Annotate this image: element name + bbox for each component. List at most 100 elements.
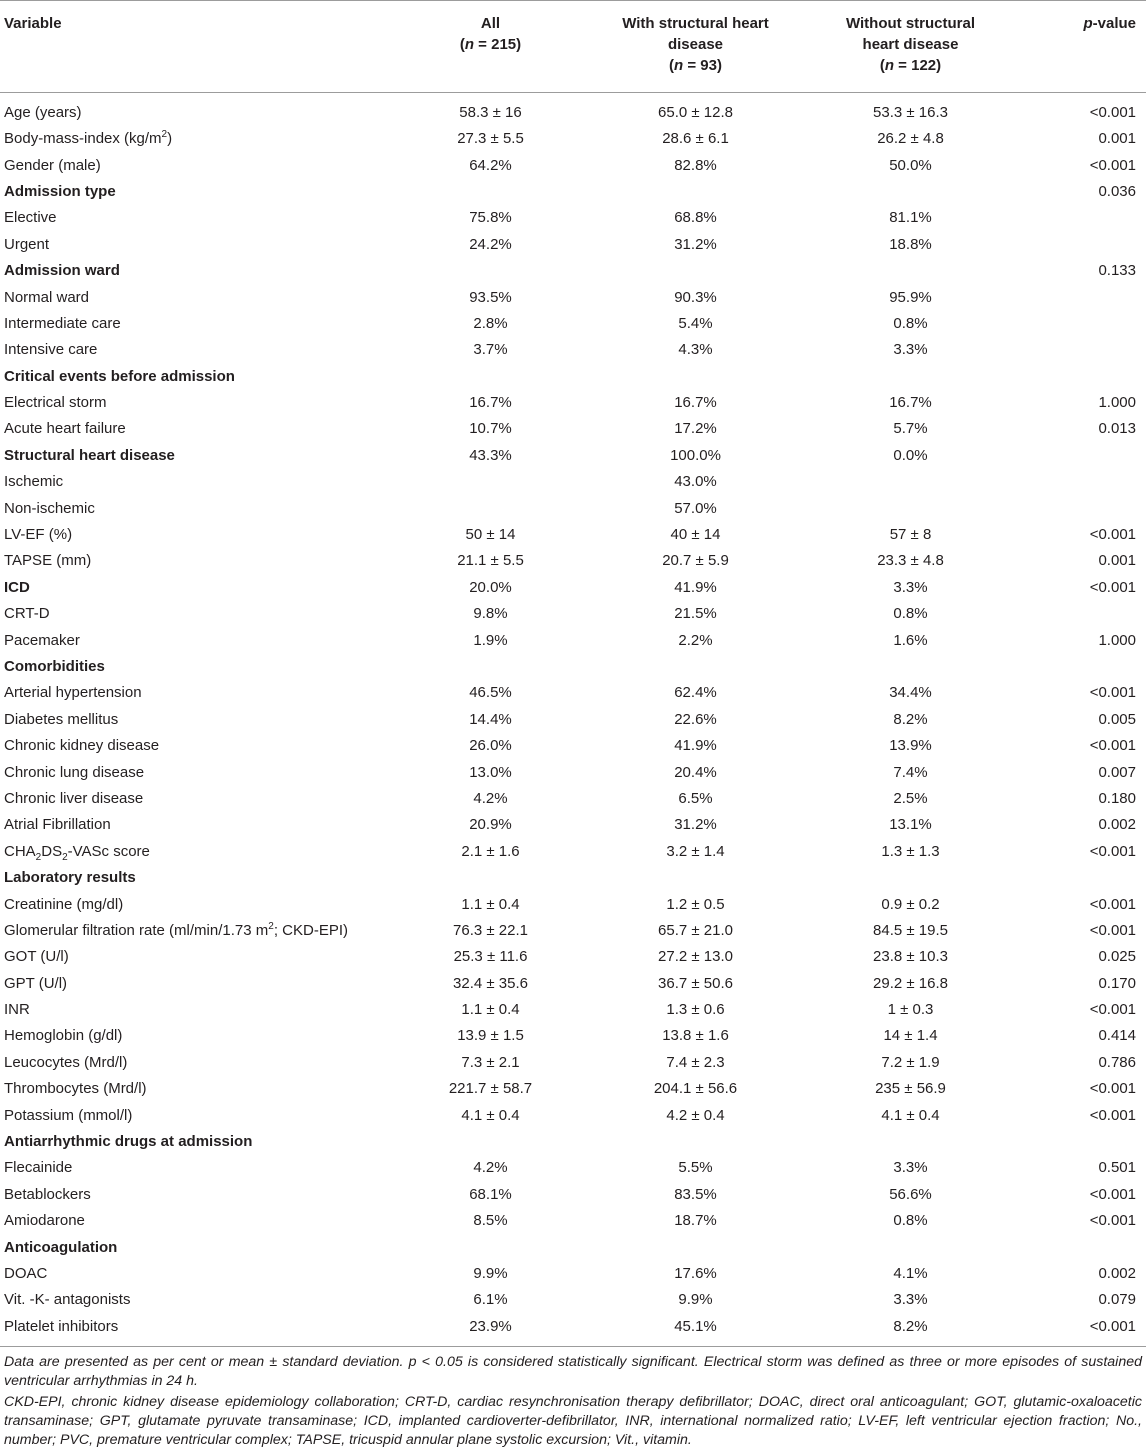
cell-without-shd: 13.9% — [889, 737, 932, 755]
cell-with-shd: 5.5% — [678, 1159, 713, 1177]
header-without-shd: Without structural heart disease (n = 12… — [798, 1, 1023, 93]
cell-with-shd: 22.6% — [674, 710, 717, 728]
cell-without-shd: 3.3% — [893, 578, 928, 596]
table-section-row: Admission ward 0.133 — [0, 258, 1146, 284]
cell-all: 50 ± 14 — [465, 526, 516, 544]
cell-without-shd: 8.2% — [893, 1317, 928, 1335]
cell-variable: Vit. -K- antagonists — [4, 1291, 131, 1309]
cell-without-shd: 26.2 ± 4.8 — [877, 130, 944, 148]
cell-variable: Admission type — [4, 182, 116, 200]
cell-p-value: <0.001 — [1089, 842, 1136, 860]
table-row: Electrical storm 16.7% 16.7% 16.7% 1.000 — [0, 390, 1146, 416]
cell-with-shd — [593, 1234, 798, 1260]
cell-with-shd: 18.7% — [674, 1212, 717, 1230]
cell-all: 25.3 ± 11.6 — [453, 948, 528, 966]
cell-all: 4.2% — [473, 789, 508, 807]
cell-variable: Thrombocytes (Mrd/l) — [4, 1080, 147, 1098]
cell-all: 10.7% — [469, 420, 512, 438]
cell-without-shd — [798, 179, 1023, 205]
cell-without-shd: 8.2% — [893, 710, 928, 728]
cell-variable: CHA2DS2-VASc score — [4, 842, 150, 863]
cell-without-shd — [798, 258, 1023, 284]
header-with-shd: With structural heart disease (n = 93) — [593, 1, 798, 93]
cell-p-value: 0.002 — [1098, 816, 1136, 834]
cell-with-shd — [593, 865, 798, 891]
cell-p-value — [1023, 1129, 1146, 1155]
cell-p-value: 0.133 — [1098, 262, 1136, 280]
cell-p-value — [1023, 495, 1146, 521]
table-section-row: ICD 20.0% 41.9% 3.3% <0.001 — [0, 575, 1146, 601]
cell-all: 26.0% — [469, 737, 512, 755]
cell-without-shd: 18.8% — [889, 235, 932, 253]
table-row: Potassium (mmol/l) 4.1 ± 0.4 4.2 ± 0.4 4.1 … — [0, 1102, 1146, 1128]
cell-p-value: <0.001 — [1089, 737, 1136, 755]
cell-without-shd — [798, 469, 1023, 495]
cell-p-value: 1.000 — [1098, 631, 1136, 649]
table-section-row: Structural heart disease 43.3% 100.0% 0.0% — [0, 443, 1146, 469]
cell-variable: Chronic lung disease — [4, 763, 145, 781]
cell-with-shd: 90.3% — [674, 288, 717, 306]
table-row: Creatinine (mg/dl) 1.1 ± 0.4 1.2 ± 0.5 0.9 … — [0, 891, 1146, 917]
header-without-title-1: Without structural — [845, 15, 976, 32]
cell-without-shd: 0.9 ± 0.2 — [881, 895, 940, 913]
cell-all: 58.3 ± 16 — [459, 104, 522, 121]
cell-with-shd: 68.8% — [674, 209, 717, 227]
table-row: Chronic liver disease 4.2% 6.5% 2.5% 0.180 — [0, 786, 1146, 812]
cell-all: 27.3 ± 5.5 — [457, 130, 524, 148]
cell-with-shd: 13.8 ± 1.6 — [662, 1027, 729, 1045]
cell-without-shd: 95.9% — [889, 288, 932, 306]
header-all: All (n = 215) — [388, 1, 593, 93]
cell-p-value: 0.501 — [1098, 1159, 1136, 1177]
cell-variable: ICD — [4, 578, 30, 596]
cell-p-value — [1023, 865, 1146, 891]
table-row: Platelet inhibitors 23.9% 45.1% 8.2% <0.001 — [0, 1314, 1146, 1347]
cell-without-shd — [798, 865, 1023, 891]
cell-without-shd: 14 ± 1.4 — [883, 1027, 938, 1045]
cell-all: 1.1 ± 0.4 — [461, 895, 520, 913]
cell-all: 4.1 ± 0.4 — [461, 1106, 520, 1124]
header-with-title-1: With structural heart — [622, 15, 769, 32]
table-section-row: Antiarrhythmic drugs at admission — [0, 1129, 1146, 1155]
cell-variable: Creatinine (mg/dl) — [4, 895, 124, 913]
cell-all: 3.7% — [473, 341, 508, 359]
cell-with-shd — [593, 364, 798, 390]
cell-with-shd — [593, 179, 798, 205]
table-section-row: Anticoagulation — [0, 1234, 1146, 1260]
cell-variable: CRT-D — [4, 605, 50, 623]
cell-without-shd: 50.0% — [889, 156, 932, 174]
cell-with-shd: 6.5% — [678, 789, 713, 807]
cell-variable: Flecainide — [4, 1159, 73, 1177]
cell-with-shd: 3.2 ± 1.4 — [666, 842, 725, 860]
cell-with-shd: 2.2% — [678, 631, 713, 649]
cell-with-shd: 9.9% — [678, 1291, 713, 1309]
cell-with-shd: 100.0% — [670, 446, 721, 464]
cell-variable: Platelet inhibitors — [4, 1317, 119, 1335]
cell-all: 32.4 ± 35.6 — [453, 974, 528, 992]
header-without-n: (n = 122) — [879, 57, 942, 74]
cell-variable: Potassium (mmol/l) — [4, 1106, 133, 1124]
cell-variable: Urgent — [4, 235, 50, 253]
cell-variable: Normal ward — [4, 288, 90, 306]
cell-all: 7.3 ± 2.1 — [461, 1053, 520, 1071]
cell-variable: Pacemaker — [4, 631, 80, 649]
cell-with-shd: 65.7 ± 21.0 — [658, 921, 733, 939]
cell-with-shd: 82.8% — [674, 156, 717, 174]
header-variable: Variable — [4, 15, 62, 32]
table-row: LV-EF (%) 50 ± 14 40 ± 14 57 ± 8 <0.001 — [0, 522, 1146, 548]
cell-variable: Age (years) — [4, 104, 82, 121]
cell-p-value: <0.001 — [1089, 921, 1136, 939]
cell-all: 23.9% — [469, 1317, 512, 1335]
cell-with-shd — [593, 258, 798, 284]
cell-without-shd: 84.5 ± 19.5 — [873, 921, 948, 939]
cell-without-shd: 235 ± 56.9 — [875, 1080, 946, 1098]
table-row: Chronic lung disease 13.0% 20.4% 7.4% 0.007 — [0, 759, 1146, 785]
cell-all: 1.1 ± 0.4 — [461, 1001, 520, 1019]
cell-with-shd: 62.4% — [674, 684, 717, 702]
table-row: TAPSE (mm) 21.1 ± 5.5 20.7 ± 5.9 23.3 ± 4.8… — [0, 548, 1146, 574]
cell-p-value: 0.170 — [1098, 974, 1136, 992]
cell-p-value: 0.025 — [1098, 948, 1136, 966]
cell-without-shd: 1.3 ± 1.3 — [881, 842, 940, 860]
cell-with-shd: 57.0% — [674, 499, 717, 517]
cell-all: 43.3% — [469, 446, 512, 464]
cell-without-shd: 7.4% — [893, 763, 928, 781]
